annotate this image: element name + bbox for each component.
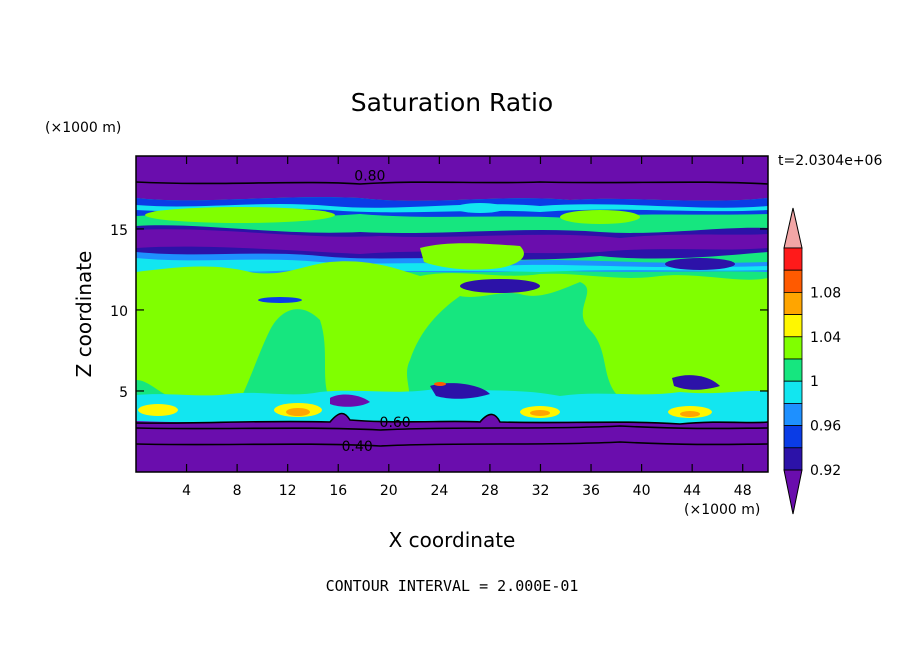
x-tick-label: 36 [582, 483, 600, 499]
x-axis-unit: (×1000 m) [684, 502, 761, 518]
chart-title: Saturation Ratio [350, 88, 554, 117]
x-tick-label: 24 [430, 483, 448, 499]
purple-cell-1 [330, 394, 370, 407]
x-tick-label: 20 [380, 483, 398, 499]
contour-label: 0.40 [342, 439, 373, 455]
colorbar-label: 1 [810, 374, 819, 390]
x-tick-label: 16 [329, 483, 347, 499]
x-tick-label: 40 [633, 483, 651, 499]
colorbar-box [783, 425, 803, 449]
y-tick-label: 5 [119, 385, 128, 401]
colorbar-label: 0.96 [810, 419, 841, 435]
colorbar-box [783, 314, 803, 338]
x-tick-label: 4 [182, 483, 191, 499]
colorbar-box [783, 269, 803, 293]
contour-line-top [136, 181, 768, 185]
orange-patch-3 [530, 410, 550, 416]
colorbar: 0.92 0.96 1 1.04 1.08 [783, 207, 841, 515]
contour-label: 0.80 [354, 168, 385, 184]
x-axis-label: X coordinate [388, 528, 516, 552]
y-tick-label: 15 [110, 223, 128, 239]
time-label: t=2.0304e+06 [778, 153, 883, 169]
navy-pocket-2 [665, 258, 735, 270]
colorbar-box [783, 447, 803, 471]
colorbar-box [783, 336, 803, 360]
blue-pocket [258, 297, 302, 303]
colorbar-box [783, 380, 803, 404]
x-tick-label: 12 [279, 483, 297, 499]
orange-patch-2 [286, 408, 310, 416]
contour-labels: 0.80 0.60 0.40 [342, 168, 411, 455]
x-tick-label: 32 [532, 483, 550, 499]
contour-line-mid-2 [136, 425, 768, 431]
heatmap-field [136, 156, 768, 472]
navy-cell-2 [672, 375, 720, 390]
contour-interval-label: CONTOUR INTERVAL = 2.000E-01 [325, 577, 579, 595]
y-axis-unit: (×1000 m) [45, 120, 122, 136]
navy-cell-1 [430, 383, 490, 399]
plot-frame [135, 155, 769, 473]
contour-line-low [136, 441, 768, 447]
colorbar-box [783, 247, 803, 271]
red-speck [434, 382, 446, 386]
green-blob-upper [420, 243, 524, 270]
upper-dry-band [136, 156, 768, 201]
x-tick-label: 8 [233, 483, 242, 499]
colorbar-label: 0.92 [810, 463, 841, 479]
cyan-streak-top [136, 204, 768, 213]
x-tick-label: 44 [683, 483, 701, 499]
mid-dry-band [136, 229, 768, 254]
y-axis-ticks: 5 10 15 [110, 223, 768, 401]
colorbar-label: 1.04 [810, 330, 841, 346]
cyan-lens [455, 203, 505, 213]
green-lens-2 [560, 210, 640, 224]
colorbar-box [783, 291, 803, 315]
navy-pocket-1 [460, 279, 540, 293]
x-axis-ticks: 4 8 12 16 20 24 28 32 36 40 44 48 [182, 156, 752, 499]
orange-patch-4 [680, 411, 700, 417]
contour-label: 0.60 [380, 415, 411, 431]
yellow-patch-1 [138, 404, 178, 416]
contour-lines [136, 181, 768, 447]
y-tick-label: 10 [110, 304, 128, 320]
contour-line-mid [136, 412, 768, 425]
colorbar-min-triangle [783, 469, 803, 515]
colorbar-box [783, 358, 803, 382]
colorbar-max-triangle [783, 207, 803, 249]
colorbar-box [783, 402, 803, 426]
colorbar-label: 1.08 [810, 285, 841, 301]
x-tick-label: 28 [481, 483, 499, 499]
green-lens-1 [145, 207, 335, 223]
x-tick-label: 48 [734, 483, 752, 499]
